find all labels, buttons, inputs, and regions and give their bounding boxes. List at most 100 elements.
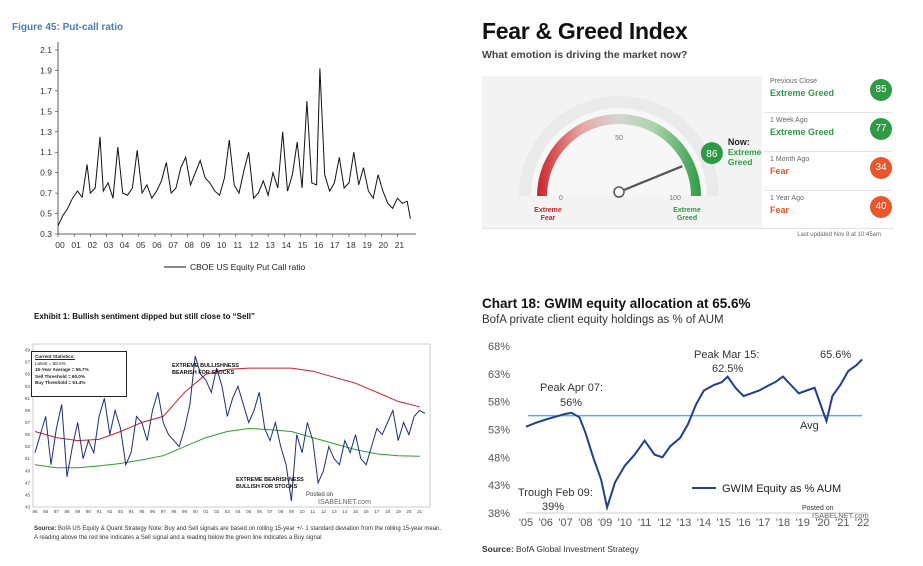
history-row-previous-close[interactable]: Previous Close Extreme Greed 85 [764, 72, 892, 113]
annotation-trough: Trough Feb 09: [518, 487, 593, 499]
x-tick-label: 97 [161, 509, 167, 514]
bullish-sentiment-chart: 43 45 47 49 51 53 55 57 59 61 63 65 67 69 85 86 87 88 89 90… [25, 343, 431, 514]
y-tick-label: 1.9 [40, 65, 52, 75]
stats-heading: Current Statistics: [35, 354, 75, 359]
posted-on-watermark: Posted on [306, 492, 333, 498]
x-tick-label: 96 [150, 509, 156, 514]
x-tick-label: 88 [65, 509, 71, 514]
x-tick-label: 01 [203, 509, 209, 514]
bullish-sentiment-panel: Exhibit 1: Bullish sentiment dipped but … [0, 292, 450, 566]
x-tick-label: 13 [332, 509, 338, 514]
x-tick-label: 09 [289, 509, 295, 514]
x-tick-label: 19 [362, 240, 372, 250]
x-tick-label: 04 [235, 509, 241, 514]
x-tick-label: 19 [396, 509, 402, 514]
stats-buy: Buy Threshold = 51.4% [35, 380, 86, 385]
exhibit-title: Exhibit 1: Bullish sentiment dipped but … [34, 312, 255, 321]
y-tick-label: 58% [488, 397, 510, 409]
x-tick-label: 93 [118, 509, 124, 514]
gauge-now-state: Greed [728, 157, 753, 167]
gauge-value: 86 [706, 149, 718, 160]
source-label: Source: [34, 526, 57, 532]
x-tick-label: 02 [214, 509, 220, 514]
y-tick-label: 43% [488, 480, 510, 492]
x-tick-label: 10 [300, 509, 306, 514]
y-tick-label: 49 [25, 468, 31, 473]
x-tick-label: '14 [697, 517, 711, 529]
x-tick-label: 00 [55, 240, 65, 250]
x-tick-label: 03 [104, 240, 114, 250]
gauge-left-label: Fear [541, 215, 556, 222]
gauge-needle [618, 165, 683, 194]
x-tick-label: 12 [321, 509, 327, 514]
y-tick-label: 1.1 [40, 147, 52, 157]
x-tick-label: 16 [364, 509, 370, 514]
history-value-badge: 85 [870, 79, 892, 101]
y-tick-label: 63 [25, 384, 31, 389]
history-label: Previous Close [770, 78, 818, 85]
x-tick-label: '18 [776, 517, 790, 529]
putcall-chart: 0.3 0.5 0.7 0.9 1.1 1.3 1.5 1.7 1.9 2.1 00 01 02 03 04… [40, 42, 416, 272]
history-state: Fear [770, 166, 790, 176]
history-label: 1 Week Ago [770, 117, 808, 124]
gwim-panel: Chart 18: GWIM equity allocation at 65.6… [470, 292, 923, 566]
putcall-title: Figure 45: Put-call ratio [12, 22, 124, 33]
y-tick-label: 63% [488, 369, 510, 381]
fg-subtitle: What emotion is driving the market now? [482, 49, 688, 61]
plot-frame [32, 343, 431, 508]
history-state: Extreme Greed [770, 88, 835, 98]
x-tick-label: 95 [139, 509, 145, 514]
x-tick-label: '20 [815, 517, 829, 529]
x-tick-label: 17 [330, 240, 340, 250]
x-tick-label: 18 [346, 240, 356, 250]
x-tick-label: '19 [796, 517, 810, 529]
history-row-1-year[interactable]: 1 Year Ago Fear 40 [764, 189, 892, 229]
x-tick-label: '11 [638, 517, 652, 529]
annotation-peak-2015-value: 62.5% [712, 363, 743, 375]
y-tick-label: 38% [488, 508, 510, 520]
y-tick-label: 2.1 [40, 45, 52, 55]
y-tick-label: 57 [25, 420, 31, 425]
y-tick-label: 59 [25, 408, 31, 413]
annotation-trough-value: 39% [542, 501, 564, 513]
x-tick-label: 13 [265, 240, 275, 250]
x-tick-label: 04 [120, 240, 130, 250]
legend-label: GWIM Equity as % AUM [722, 483, 841, 495]
x-tick-label: 90 [86, 509, 92, 514]
gauge-left-label: Extreme [534, 207, 562, 214]
fear-greed-panel: Fear & Greed Index What emotion is drivi… [478, 0, 923, 290]
x-tick-label: 15 [353, 509, 359, 514]
x-tick-label: 14 [342, 509, 348, 514]
history-value-badge: 77 [870, 118, 892, 140]
x-tick-label: 00 [193, 509, 199, 514]
x-tick-label: '16 [736, 517, 750, 529]
annotation-avg: Avg [800, 420, 819, 432]
gwim-series-line [525, 358, 863, 512]
y-tick-label: 61 [25, 396, 31, 401]
x-tick-label: 16 [314, 240, 324, 250]
gwim-title: Chart 18: GWIM equity allocation at 65.6… [482, 296, 751, 311]
buy-threshold-line [34, 427, 420, 469]
annotation-peak-2007: Peak Apr 07: [540, 382, 603, 394]
x-tick-label: 09 [201, 240, 211, 250]
exhibit-source: Source: BofA US Equity & Quant Strategy … [34, 525, 444, 543]
annotation-peak-2015: Peak Mar 15: [694, 349, 759, 361]
history-state: Extreme Greed [770, 127, 835, 137]
x-tick-label: '22 [855, 517, 869, 529]
x-tick-label: 02 [88, 240, 98, 250]
history-row-1-week[interactable]: 1 Week Ago Extreme Greed 77 [764, 111, 892, 152]
x-tick-label: '05 [519, 517, 533, 529]
x-tick-label: 06 [257, 509, 263, 514]
y-tick-label: 0.3 [40, 229, 52, 239]
sell-threshold-line [34, 367, 420, 442]
stats-sell: Sell Threshold = 60.0% [35, 373, 85, 379]
source-text: BofA Global Investment Strategy [513, 544, 639, 554]
annotation-bullish: BEARISH FOR STOCKS [172, 370, 235, 376]
current-statistics-box: Current Statistics: Latest = 58.5% 15-Ye… [31, 351, 127, 397]
history-label: 1 Year Ago [770, 195, 804, 202]
x-tick-label: '10 [618, 517, 632, 529]
source-text: BofA US Equity & Quant Strategy Note: Bu… [34, 526, 442, 541]
gwim-chart: 38% 43% 48% 53% 58% 63% 68% '05 '06 '07 '08 '09 '10 '… [488, 341, 869, 529]
putcall-series-line [57, 68, 411, 227]
history-row-1-month[interactable]: 1 Month Ago Fear 34 [764, 150, 892, 191]
